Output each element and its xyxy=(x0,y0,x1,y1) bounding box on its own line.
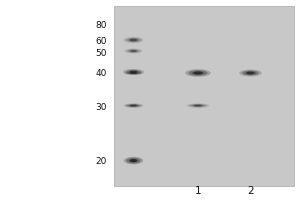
Ellipse shape xyxy=(245,71,256,75)
Ellipse shape xyxy=(126,38,141,42)
Ellipse shape xyxy=(128,71,139,73)
Ellipse shape xyxy=(247,72,254,74)
Ellipse shape xyxy=(129,38,138,42)
Ellipse shape xyxy=(192,71,204,75)
Text: 30: 30 xyxy=(95,102,106,112)
Ellipse shape xyxy=(192,105,204,107)
Text: 20: 20 xyxy=(95,156,106,166)
Ellipse shape xyxy=(126,158,141,163)
Text: 2: 2 xyxy=(247,186,254,196)
Ellipse shape xyxy=(194,105,202,106)
Ellipse shape xyxy=(124,71,142,75)
Ellipse shape xyxy=(130,71,137,73)
Ellipse shape xyxy=(129,159,138,162)
Ellipse shape xyxy=(187,103,209,108)
Ellipse shape xyxy=(130,39,137,41)
Ellipse shape xyxy=(190,104,206,107)
Ellipse shape xyxy=(124,157,143,164)
Ellipse shape xyxy=(126,70,141,74)
Ellipse shape xyxy=(188,70,208,76)
Ellipse shape xyxy=(127,72,140,74)
Ellipse shape xyxy=(129,105,138,107)
Ellipse shape xyxy=(130,105,137,106)
Ellipse shape xyxy=(129,50,138,52)
Ellipse shape xyxy=(194,71,202,75)
Ellipse shape xyxy=(124,37,143,43)
Ellipse shape xyxy=(130,159,137,162)
Ellipse shape xyxy=(126,104,141,107)
Text: 80: 80 xyxy=(95,21,106,29)
Text: 50: 50 xyxy=(95,48,106,58)
Ellipse shape xyxy=(124,48,142,53)
Ellipse shape xyxy=(130,72,137,74)
Ellipse shape xyxy=(127,49,140,53)
Ellipse shape xyxy=(130,50,137,52)
Text: 1: 1 xyxy=(195,186,201,196)
Ellipse shape xyxy=(129,72,138,74)
Ellipse shape xyxy=(124,103,143,108)
Ellipse shape xyxy=(123,69,144,75)
Ellipse shape xyxy=(239,70,262,76)
Ellipse shape xyxy=(242,70,259,76)
Ellipse shape xyxy=(185,69,211,77)
Bar xyxy=(114,6,294,186)
Text: 40: 40 xyxy=(95,68,106,77)
Text: 60: 60 xyxy=(95,36,106,46)
